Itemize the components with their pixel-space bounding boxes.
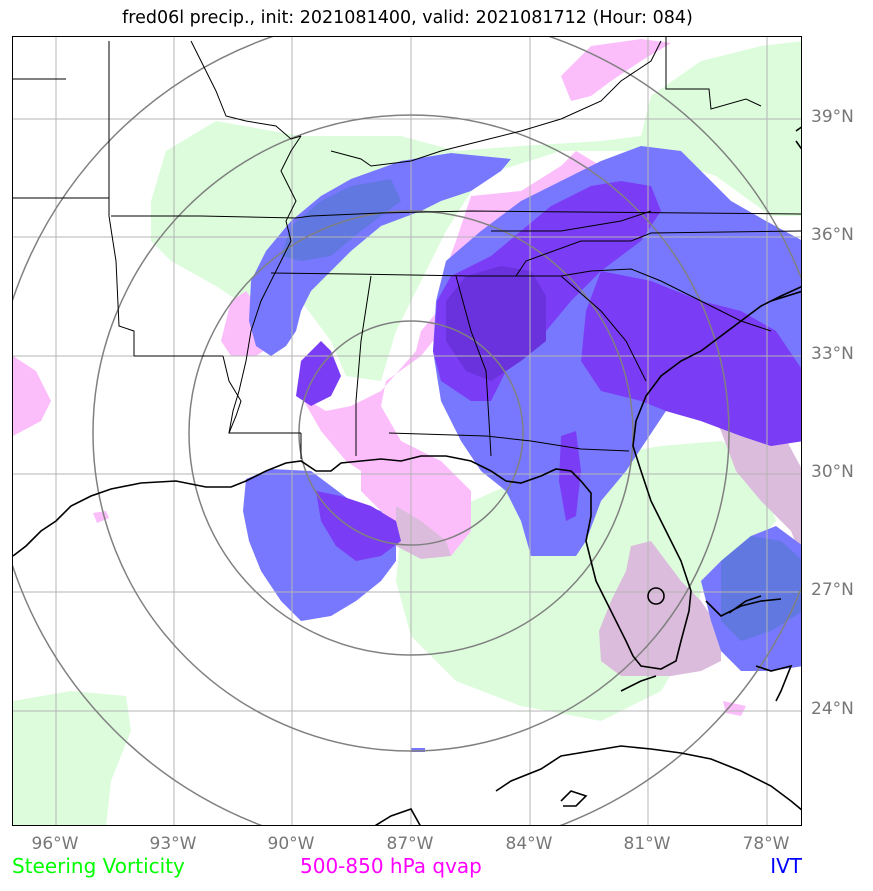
longitude-label-96w: 96°W xyxy=(31,834,79,854)
qvap-overlap-florida xyxy=(599,541,721,676)
latitude-label-30n: 30°N xyxy=(811,462,854,482)
ivt-strong-east xyxy=(581,271,801,446)
ivt-strong-overlap xyxy=(446,266,546,381)
latitude-label-27n: 27°N xyxy=(811,580,854,600)
map-frame xyxy=(12,36,802,826)
vorticity-area-north xyxy=(151,41,801,381)
latitude-label-33n: 33°N xyxy=(811,344,854,364)
legend-ivt: IVT xyxy=(770,854,802,878)
ivt-strong-florida xyxy=(559,431,581,521)
vorticity-area-southwest xyxy=(13,691,131,825)
latitude-label-36n: 36°N xyxy=(811,225,854,245)
longitude-label-90w: 90°W xyxy=(267,834,315,854)
ivt-overlap-southeast xyxy=(721,536,801,641)
ivt-layer xyxy=(243,146,801,752)
coastlines xyxy=(13,126,801,825)
map-canvas xyxy=(13,37,801,825)
legend-steering-vorticity: Steering Vorticity xyxy=(12,854,185,878)
longitude-label-78w: 78°W xyxy=(742,834,790,854)
longitude-label-87w: 87°W xyxy=(386,834,434,854)
legend-qvap: 500-850 hPa qvap xyxy=(300,854,482,878)
qvap-area-left-edge xyxy=(13,356,51,436)
river-boundaries xyxy=(190,40,662,434)
chart-title: fred06l precip., init: 2021081400, valid… xyxy=(122,8,693,28)
latitude-label-39n: 39°N xyxy=(811,107,854,127)
latitude-label-24n: 24°N xyxy=(811,699,854,719)
longitude-label-81w: 81°W xyxy=(623,834,671,854)
ivt-overlap-northwest xyxy=(281,179,401,261)
qvap-area-tiny-2 xyxy=(723,701,746,716)
longitude-label-84w: 84°W xyxy=(505,834,553,854)
qvap-area-northeast xyxy=(561,39,671,101)
longitude-label-93w: 93°W xyxy=(149,834,197,854)
ivt-band-northwest xyxy=(249,153,511,356)
ivt-strong-gulf xyxy=(316,491,401,561)
qvap-area-tiny xyxy=(93,511,109,523)
qvap-overlap-gulf xyxy=(396,506,451,559)
gridlines xyxy=(13,37,801,825)
